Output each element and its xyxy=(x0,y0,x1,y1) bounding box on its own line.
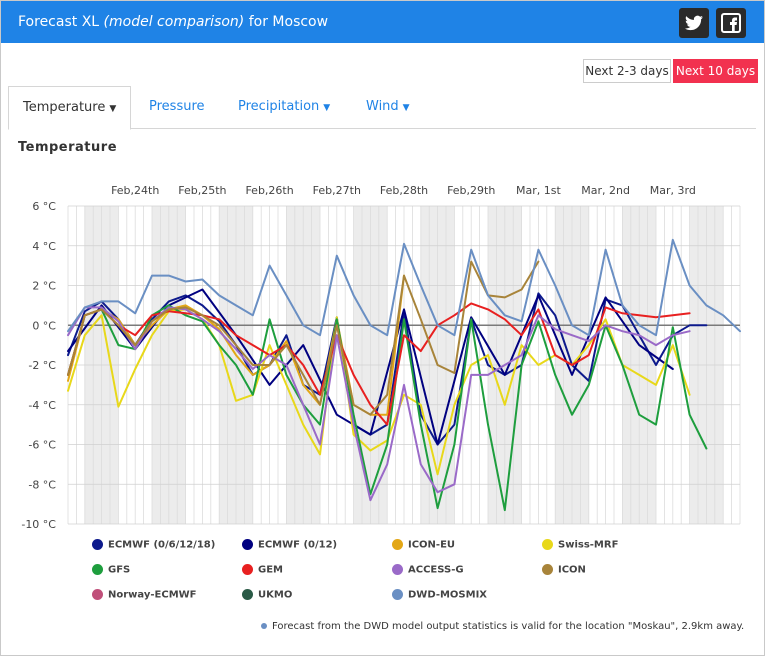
legend-item[interactable]: UKMO xyxy=(242,589,292,601)
legend-item[interactable]: DWD-MOSMIX xyxy=(392,589,487,601)
tab-temperature-label: Temperature xyxy=(23,100,106,115)
tab-wind[interactable]: Wind ▼ xyxy=(366,86,410,128)
tab-pressure[interactable]: Pressure xyxy=(149,86,205,128)
x-date-label: Feb,24th xyxy=(111,184,159,197)
tab-precipitation-label: Precipitation xyxy=(238,99,320,114)
tab-precipitation[interactable]: Precipitation ▼ xyxy=(238,86,330,128)
y-tick-label: -8 °C xyxy=(28,478,56,491)
series-line-access-g xyxy=(67,306,691,502)
x-date-label: Mar, 1st xyxy=(516,184,561,197)
legend-dot-icon xyxy=(92,589,103,600)
next-10-days-button[interactable]: Next 10 days xyxy=(673,59,758,83)
legend-dot-icon xyxy=(542,564,553,575)
series-line-icon xyxy=(67,260,540,416)
y-tick-label: 2 °C xyxy=(32,280,56,293)
next-2-3-days-button[interactable]: Next 2-3 days xyxy=(583,59,671,83)
legend-label: GEM xyxy=(258,564,283,576)
legend-item[interactable]: ICON-EU xyxy=(392,539,455,551)
y-tick-label: -2 °C xyxy=(28,359,56,372)
y-tick-label: -6 °C xyxy=(28,439,56,452)
y-tick-label: -4 °C xyxy=(28,399,56,412)
mosmix-note-text: Forecast from the DWD model output stati… xyxy=(272,621,745,632)
x-date-label: Feb,27th xyxy=(313,184,361,197)
legend-label: ICON xyxy=(558,564,586,576)
legend-label: ICON-EU xyxy=(408,539,456,551)
caret-down-icon: ▼ xyxy=(402,103,410,113)
legend-dot-icon xyxy=(392,589,403,600)
legend-dot-icon xyxy=(92,564,103,575)
legend-label: Swiss-MRF xyxy=(558,539,619,551)
tab-pressure-label: Pressure xyxy=(149,99,205,114)
legend-item[interactable]: ECMWF (0/12) xyxy=(242,539,337,551)
legend-label: DWD-MOSMIX xyxy=(408,589,488,601)
twitter-icon[interactable] xyxy=(679,8,709,38)
legend-label: ECMWF (0/6/12/18) xyxy=(108,539,216,551)
x-date-label: Feb,26th xyxy=(245,184,293,197)
facebook-icon[interactable] xyxy=(716,8,746,38)
tab-bar: Temperature ▼ Pressure Precipitation ▼ Win… xyxy=(8,86,756,130)
caret-down-icon: ▼ xyxy=(323,103,331,113)
series-line-gem xyxy=(67,302,691,426)
y-tick-label: 0 °C xyxy=(32,319,56,332)
legend-label: ECMWF (0/12) xyxy=(258,539,338,551)
y-tick-label: -10 °C xyxy=(21,518,56,531)
mosmix-note: Forecast from the DWD model output stati… xyxy=(261,621,744,632)
x-date-label: Mar, 3rd xyxy=(650,184,696,197)
legend-item[interactable]: GFS xyxy=(92,564,130,576)
tab-wind-label: Wind xyxy=(366,99,399,114)
x-date-label: Feb,28th xyxy=(380,184,428,197)
title-italic: (model comparison) xyxy=(103,14,245,30)
tab-temperature[interactable]: Temperature ▼ xyxy=(8,86,132,130)
mosmix-dot-icon xyxy=(261,623,267,629)
legend-dot-icon xyxy=(242,589,253,600)
y-tick-label: 4 °C xyxy=(32,240,56,253)
legend-item[interactable]: Swiss-MRF xyxy=(542,539,618,551)
legend-dot-icon xyxy=(542,539,553,550)
x-date-label: Mar, 2nd xyxy=(581,184,630,197)
x-date-label: Feb,29th xyxy=(447,184,495,197)
legend-label: GFS xyxy=(108,564,131,576)
legend-label: ACCESS-G xyxy=(408,564,464,576)
series-line-dwd-mosmix xyxy=(67,238,741,337)
legend-item[interactable]: GEM xyxy=(242,564,283,576)
legend-item[interactable]: ACCESS-G xyxy=(392,564,464,576)
legend-dot-icon xyxy=(242,564,253,575)
x-date-label: Feb,25th xyxy=(178,184,226,197)
legend-dot-icon xyxy=(92,539,103,550)
y-tick-label: 6 °C xyxy=(32,200,56,213)
legend-dot-icon xyxy=(392,539,403,550)
legend-label: Norway-ECMWF xyxy=(108,589,197,601)
legend-label: UKMO xyxy=(258,589,293,601)
page-title: Forecast XL (model comparison) for Mosco… xyxy=(18,14,328,30)
legend-dot-icon xyxy=(392,564,403,575)
section-title: Temperature xyxy=(18,140,118,155)
caret-down-icon: ▼ xyxy=(109,104,117,114)
legend-dot-icon xyxy=(242,539,253,550)
legend-item[interactable]: ECMWF (0/6/12/18) xyxy=(92,539,215,551)
title-prefix: Forecast XL xyxy=(18,14,100,30)
legend-item[interactable]: Norway-ECMWF xyxy=(92,589,197,601)
header-bar: Forecast XL (model comparison) for Mosco… xyxy=(1,1,764,43)
title-suffix: for Moscow xyxy=(248,14,329,30)
legend-item[interactable]: ICON xyxy=(542,564,586,576)
